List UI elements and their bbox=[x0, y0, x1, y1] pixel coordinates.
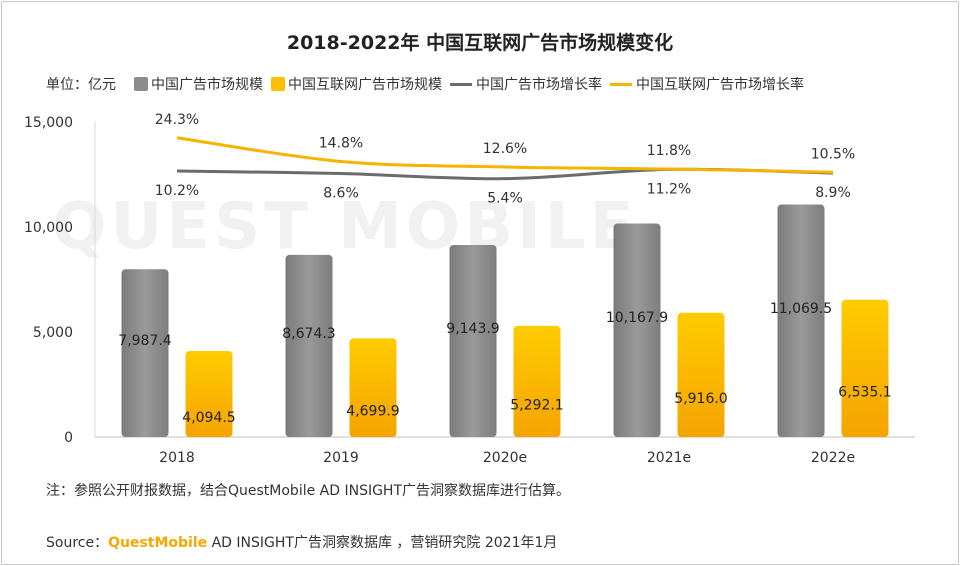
chart-title: 2018-2022年 中国互联网广告市场规模变化 bbox=[286, 32, 674, 54]
source-brand: QuestMobile bbox=[108, 535, 208, 551]
bar-ad-market bbox=[285, 254, 333, 437]
legend-swatch bbox=[610, 82, 632, 86]
source-rest: AD INSIGHT广告洞察数据库 ，营销研究院 2021年1月 bbox=[207, 535, 558, 551]
bar-ad-market bbox=[449, 244, 497, 437]
y-tick-label: 0 bbox=[64, 430, 73, 446]
data-label-ad-market: 7,987.4 bbox=[118, 333, 172, 349]
bar-ad-market bbox=[121, 269, 169, 437]
data-label-internet-ad-market: 4,699.9 bbox=[346, 404, 399, 420]
legend-label: 中国广告市场规模 bbox=[151, 77, 263, 93]
legend-label: 中国互联网广告市场增长率 bbox=[636, 77, 804, 93]
y-tick-label: 15,000 bbox=[24, 115, 73, 131]
x-tick-label: 2018 bbox=[159, 450, 195, 466]
data-label-internet-ad-market: 6,535.1 bbox=[838, 384, 891, 400]
legend: 单位：亿元 中国广告市场规模 中国互联网广告市场规模 中国广告市场增长率 中国互… bbox=[46, 74, 812, 94]
y-tick-label: 10,000 bbox=[24, 220, 73, 236]
data-label-ad-growth: 11.2% bbox=[647, 181, 691, 197]
data-label-internet-ad-market: 4,094.5 bbox=[182, 410, 235, 426]
watermark: QUEST MOBILE bbox=[52, 190, 638, 264]
legend-swatch bbox=[134, 77, 148, 91]
data-label-internet-ad-growth: 10.5% bbox=[811, 146, 855, 162]
unit-label: 单位：亿元 bbox=[46, 77, 116, 93]
data-label-internet-ad-growth: 14.8% bbox=[319, 136, 363, 152]
data-label-ad-market: 9,143.9 bbox=[446, 321, 499, 337]
data-label-internet-ad-growth: 12.6% bbox=[483, 141, 527, 157]
source-prefix: Source： bbox=[46, 535, 109, 551]
data-label-ad-market: 8,674.3 bbox=[282, 326, 335, 342]
legend-item-ad-market: 中国广告市场规模 bbox=[134, 74, 263, 94]
legend-swatch bbox=[450, 82, 472, 86]
data-label-internet-ad-growth: 24.3% bbox=[155, 112, 199, 128]
data-label-ad-market: 10,167.9 bbox=[606, 310, 668, 326]
x-tick-label: 2020e bbox=[483, 450, 527, 466]
legend-label: 中国广告市场增长率 bbox=[476, 77, 602, 93]
bar-ad-market bbox=[613, 223, 661, 437]
legend-label: 中国互联网广告市场规模 bbox=[288, 77, 442, 93]
bar-internet-ad-market bbox=[349, 338, 397, 437]
legend-item-internet-ad-market: 中国互联网广告市场规模 bbox=[271, 74, 442, 94]
data-label-ad-growth: 10.2% bbox=[155, 183, 199, 199]
legend-item-internet-ad-growth: 中国互联网广告市场增长率 bbox=[610, 74, 804, 94]
bar-internet-ad-market bbox=[677, 312, 725, 437]
data-label-internet-ad-market: 5,916.0 bbox=[674, 391, 727, 407]
y-tick-label: 5,000 bbox=[33, 325, 73, 341]
x-tick-label: 2019 bbox=[323, 450, 359, 466]
line-internet-ad-growth bbox=[176, 136, 834, 174]
data-label-ad-growth: 8.6% bbox=[323, 186, 359, 202]
data-label-internet-ad-market: 5,292.1 bbox=[510, 397, 563, 413]
bar-internet-ad-market bbox=[841, 299, 889, 437]
data-label-internet-ad-growth: 11.8% bbox=[647, 143, 691, 159]
footnote: 注：参照公开财报数据，结合QuestMobile AD INSIGHT广告洞察数… bbox=[46, 483, 571, 499]
x-tick-label: 2022e bbox=[811, 450, 855, 466]
data-label-ad-market: 11,069.5 bbox=[770, 301, 832, 317]
x-tick-label: 2021e bbox=[647, 450, 691, 466]
legend-item-ad-growth: 中国广告市场增长率 bbox=[450, 74, 602, 94]
bar-internet-ad-market bbox=[513, 325, 561, 437]
bar-ad-market bbox=[777, 204, 825, 437]
source-line: Source：QuestMobile AD INSIGHT广告洞察数据库 ，营销… bbox=[46, 532, 557, 552]
data-label-ad-growth: 5.4% bbox=[487, 191, 523, 207]
legend-swatch bbox=[271, 77, 285, 91]
bar-internet-ad-market bbox=[185, 351, 233, 437]
data-label-ad-growth: 8.9% bbox=[815, 185, 851, 201]
